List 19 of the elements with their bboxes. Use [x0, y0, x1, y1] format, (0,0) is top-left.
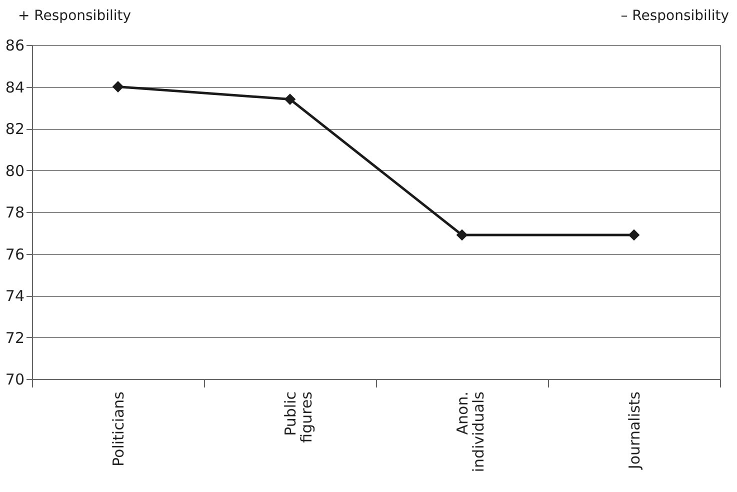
y-tick-label: 80	[5, 162, 24, 180]
x-tick-label: Anon. individuals	[454, 391, 488, 472]
y-tick-label: 70	[5, 370, 24, 388]
y-tick-label: 84	[5, 78, 24, 96]
y-tick-label: 76	[5, 245, 24, 264]
y-tick-label: 78	[5, 204, 24, 222]
y-tick-label: 72	[5, 328, 24, 347]
point	[456, 229, 468, 241]
x-tick-label: Public figures	[282, 391, 316, 443]
x-tick-label: Journalists	[626, 391, 644, 470]
x-tick-label: Politicians	[110, 391, 128, 466]
point	[284, 94, 296, 105]
y-tick-label: 86	[5, 36, 24, 54]
text: – Responsibility	[620, 8, 729, 24]
point	[628, 229, 640, 241]
point	[112, 81, 124, 92]
text: + Responsibility	[18, 8, 132, 24]
y-tick-label: 74	[5, 287, 24, 305]
y-tick-label: 82	[5, 120, 24, 138]
